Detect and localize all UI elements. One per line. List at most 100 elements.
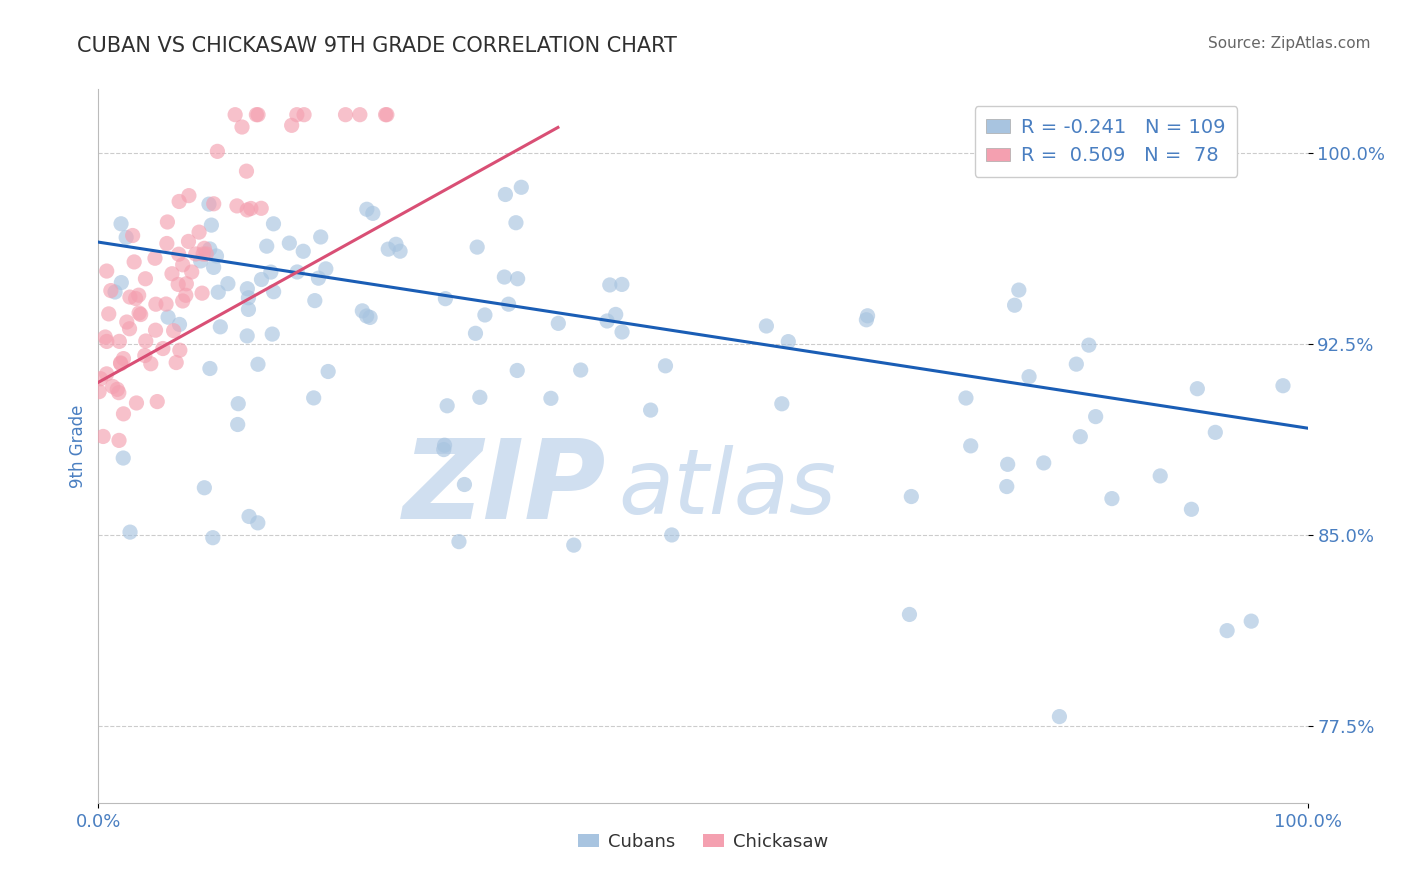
Point	[506, 363, 529, 377]
Point	[236, 202, 259, 217]
Point	[955, 391, 977, 405]
Text: atlas: atlas	[619, 445, 837, 533]
Point	[162, 324, 184, 338]
Point	[498, 297, 520, 311]
Point	[87, 384, 110, 399]
Point	[1240, 614, 1263, 628]
Point	[361, 206, 384, 220]
Point	[1047, 709, 1070, 723]
Point	[856, 309, 879, 323]
Point	[375, 108, 398, 122]
Point	[465, 240, 488, 254]
Point	[193, 481, 215, 495]
Point	[494, 187, 516, 202]
Point	[285, 108, 308, 122]
Point	[101, 379, 124, 393]
Point	[226, 199, 249, 213]
Point	[263, 285, 285, 299]
Point	[285, 265, 308, 279]
Point	[108, 334, 131, 349]
Point	[169, 343, 191, 358]
Point	[97, 307, 120, 321]
Point	[377, 242, 399, 256]
Point	[105, 382, 128, 396]
Point	[176, 277, 198, 291]
Point	[995, 479, 1018, 493]
Point	[134, 349, 156, 363]
Point	[195, 247, 218, 261]
Point	[172, 258, 194, 272]
Point	[434, 292, 457, 306]
Point	[94, 330, 117, 344]
Point	[191, 247, 214, 261]
Point	[201, 531, 224, 545]
Point	[433, 438, 456, 452]
Point	[510, 180, 533, 194]
Point	[447, 534, 470, 549]
Point	[770, 397, 793, 411]
Point	[245, 108, 267, 122]
Point	[107, 385, 129, 400]
Point	[1272, 378, 1295, 392]
Point	[167, 247, 190, 261]
Point	[1008, 283, 1031, 297]
Point	[1187, 382, 1209, 396]
Point	[172, 293, 194, 308]
Point	[167, 277, 190, 292]
Point	[997, 458, 1019, 472]
Point	[180, 265, 202, 279]
Point	[104, 285, 127, 299]
Point	[139, 357, 162, 371]
Point	[202, 196, 225, 211]
Point	[755, 318, 778, 333]
Point	[96, 334, 118, 349]
Point	[100, 284, 122, 298]
Point	[110, 357, 132, 371]
Point	[207, 285, 229, 300]
Point	[1180, 502, 1202, 516]
Point	[959, 439, 981, 453]
Point	[129, 308, 152, 322]
Point	[128, 288, 150, 302]
Point	[1066, 357, 1088, 371]
Point	[167, 194, 190, 209]
Point	[562, 538, 585, 552]
Point	[198, 361, 221, 376]
Point	[122, 255, 145, 269]
Point	[349, 108, 371, 122]
Point	[152, 342, 174, 356]
Point	[160, 267, 183, 281]
Point	[226, 397, 249, 411]
Text: ZIP: ZIP	[402, 435, 606, 542]
Point	[260, 265, 283, 279]
Point	[193, 241, 215, 255]
Point	[207, 145, 229, 159]
Point	[110, 217, 132, 231]
Point	[118, 322, 141, 336]
Point	[374, 108, 396, 122]
Point	[96, 264, 118, 278]
Point	[246, 357, 269, 371]
Point	[389, 244, 412, 259]
Point	[205, 249, 228, 263]
Point	[184, 247, 207, 261]
Point	[118, 290, 141, 304]
Point	[256, 239, 278, 253]
Point	[605, 307, 627, 321]
Point	[250, 272, 273, 286]
Point	[1084, 409, 1107, 424]
Point	[238, 302, 260, 317]
Point	[143, 252, 166, 266]
Point	[134, 272, 156, 286]
Point	[359, 310, 381, 325]
Point	[262, 327, 284, 342]
Point	[198, 242, 221, 256]
Point	[236, 329, 259, 343]
Point	[610, 325, 633, 339]
Point	[231, 120, 253, 134]
Point	[224, 108, 246, 122]
Point	[1032, 456, 1054, 470]
Point	[121, 228, 143, 243]
Point	[315, 261, 337, 276]
Point	[900, 490, 922, 504]
